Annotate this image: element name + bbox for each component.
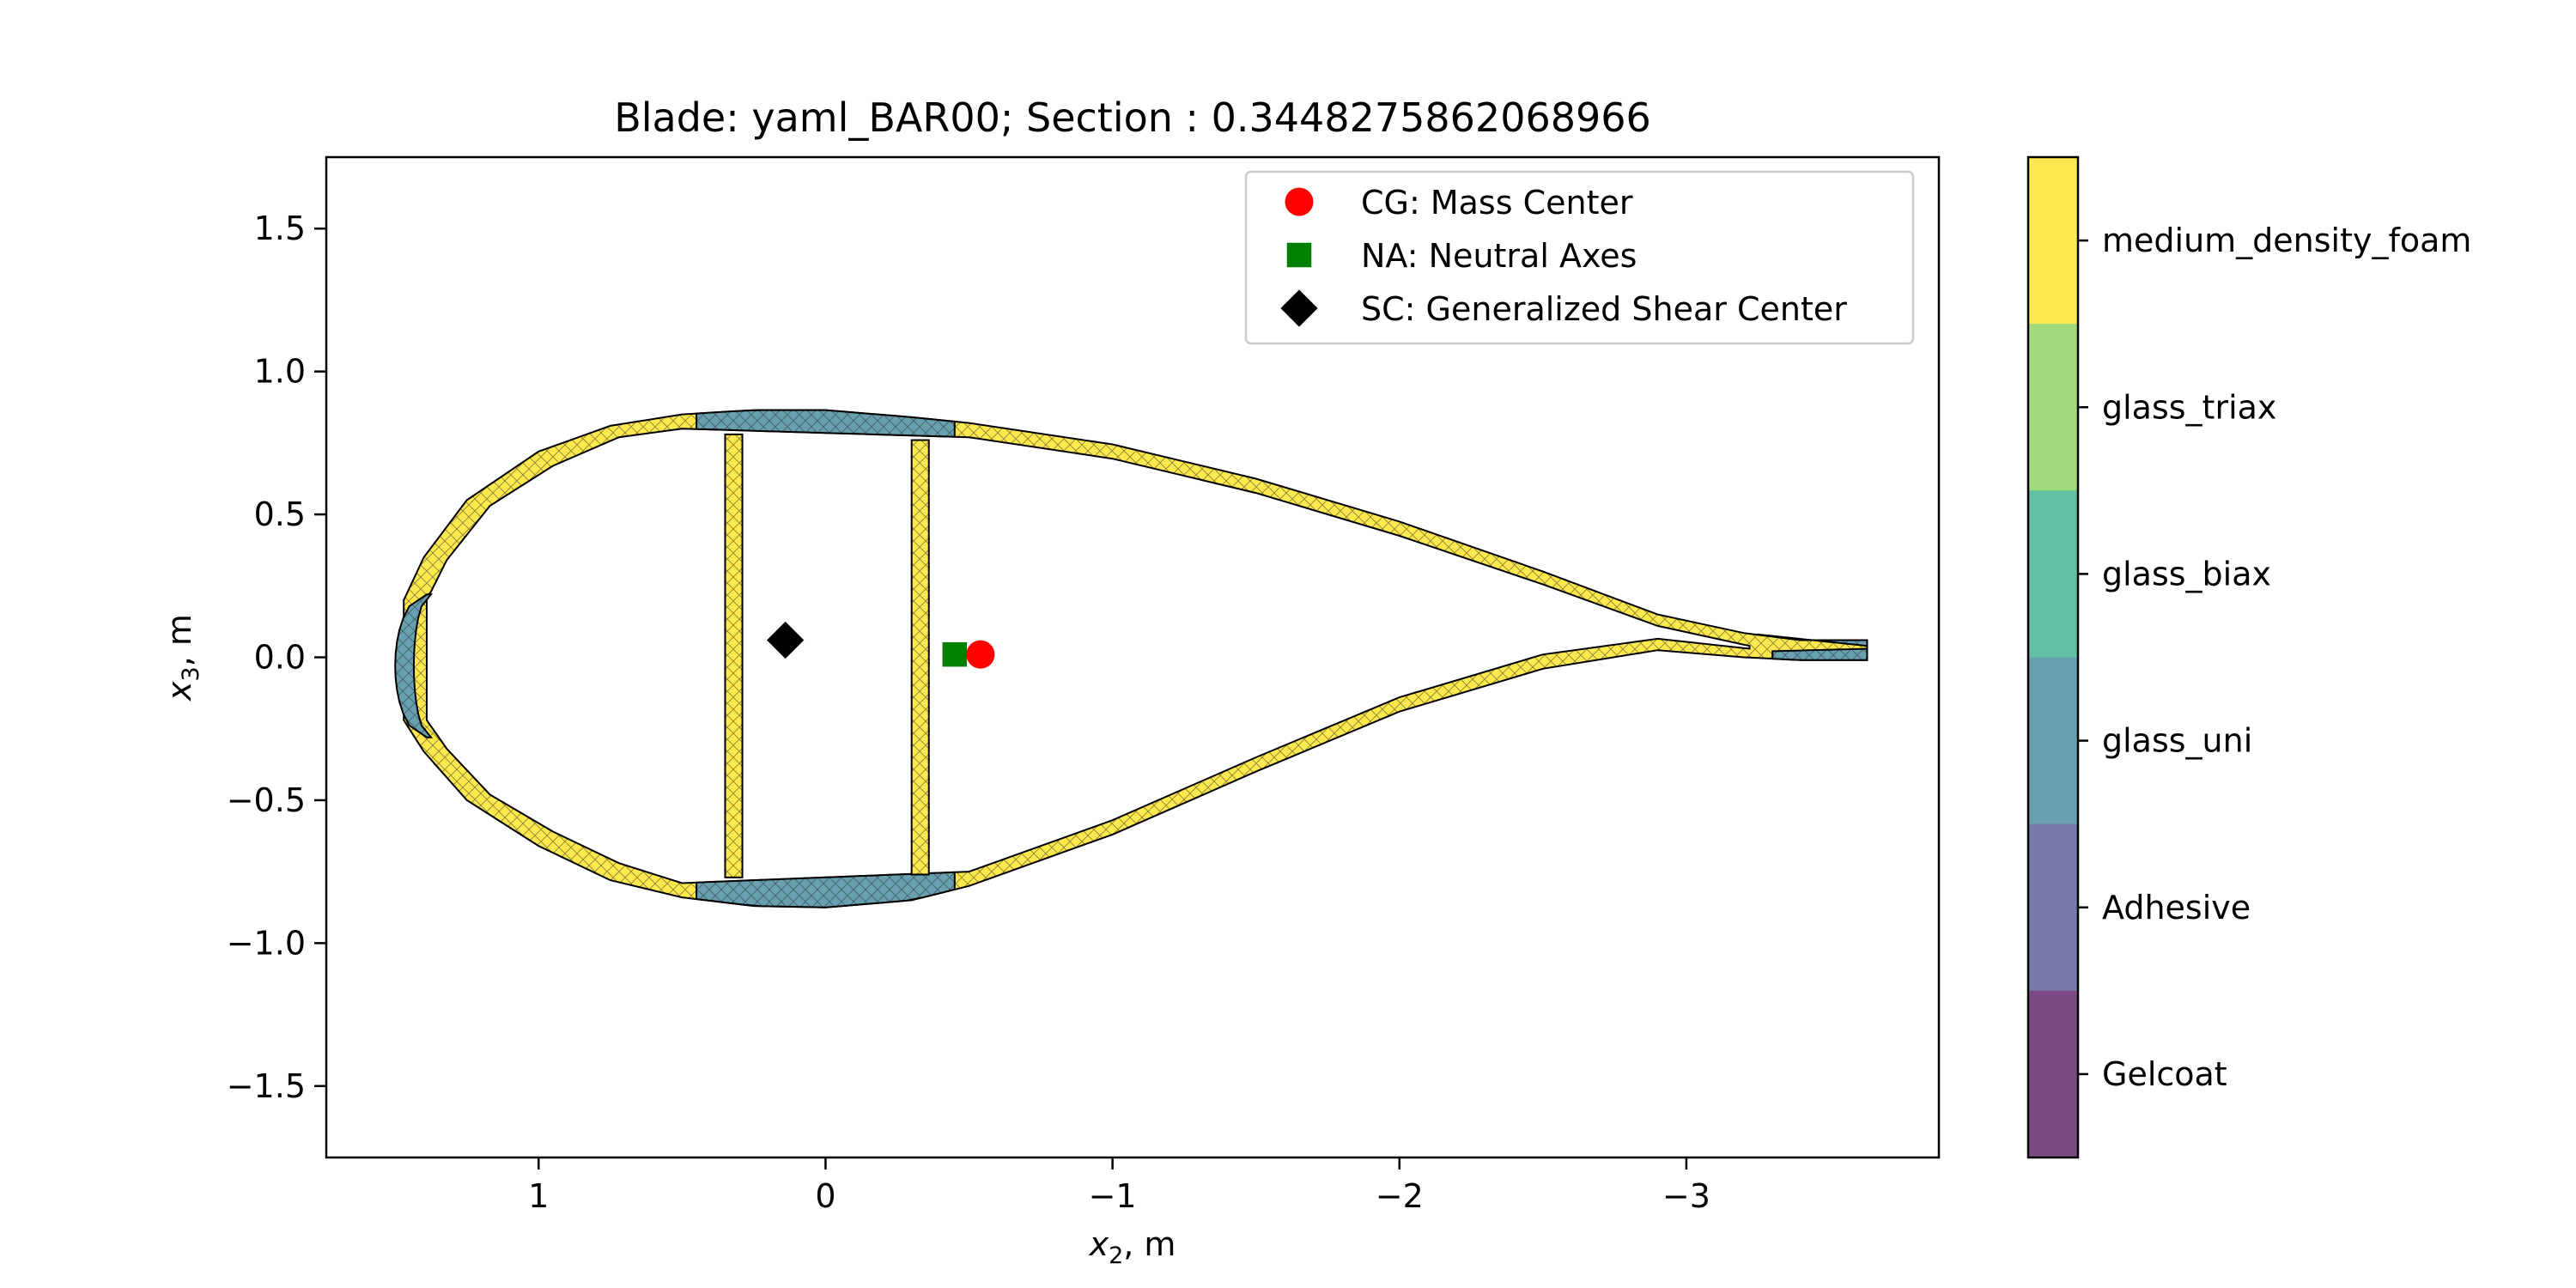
y-tick-label: 0.0: [254, 639, 306, 677]
y-tick-label: 1.0: [254, 353, 306, 391]
legend: CG: Mass Center NA: Neutral Axes SC: Gener…: [1244, 170, 1915, 345]
legend-label: SC: Generalized Shear Center: [1361, 290, 1847, 328]
legend-marker-sc-marker: [1280, 289, 1318, 327]
cg-marker: [966, 640, 995, 669]
colorbar-swatch: [2028, 823, 2078, 992]
legend-box: [1244, 170, 1915, 345]
colorbar-label: medium_density_foam: [2102, 222, 2471, 259]
legend-label: CG: Mass Center: [1361, 184, 1633, 222]
spar-cap-lower: [696, 871, 956, 908]
y-tick-label: −1.0: [227, 924, 306, 962]
y-axis-label-var: x: [161, 681, 198, 702]
plot-area: [394, 409, 1868, 908]
x-tick-label: −1: [1089, 1177, 1137, 1215]
colorbar-swatch: [2028, 990, 2078, 1158]
x-axis-label-unit: , m: [1123, 1225, 1176, 1263]
colorbar-label: Adhesive: [2102, 889, 2251, 927]
colorbar-swatch: [2028, 657, 2078, 825]
y-tick-label: −0.5: [227, 781, 306, 819]
na-marker: [942, 641, 968, 667]
spar-cap-upper: [696, 409, 956, 438]
colorbar-label: glass_uni: [2102, 722, 2252, 760]
colorbar-label: Gelcoat: [2102, 1055, 2227, 1093]
x-axis-label: x2, m: [1089, 1225, 1176, 1269]
colorbar-swatch: [2028, 157, 2078, 325]
y-tick-label: 1.5: [254, 210, 306, 247]
sc-marker: [767, 621, 805, 659]
leading-edge-reinforcement: [394, 593, 434, 738]
chart-title: Blade: yaml_BAR00; Section : 0.344827586…: [614, 94, 1651, 141]
trailing-edge-upper: [1757, 633, 1868, 647]
x-tick-label: 1: [528, 1177, 549, 1215]
colorbar-swatch: [2028, 324, 2078, 491]
legend-marker-cg-marker: [1285, 187, 1314, 216]
x-tick-label: 0: [815, 1177, 835, 1215]
legend-marker-na-marker: [1286, 242, 1312, 268]
y-axis-label: x3, m: [161, 614, 204, 702]
center-markers: [767, 621, 995, 669]
trailing-edge-lower: [1771, 647, 1868, 661]
shear-web-1: [724, 433, 744, 878]
material-colorbar: medium_density_foam glass_triax glass_biax…: [2026, 155, 2471, 1159]
colorbar-label: glass_biax: [2102, 555, 2271, 592]
colorbar-swatch: [2028, 490, 2078, 658]
y-tick-label: −1.5: [227, 1067, 306, 1105]
legend-label: NA: Neutral Axes: [1361, 237, 1637, 275]
x-tick-label: −3: [1662, 1177, 1710, 1215]
y-axis-label-unit: , m: [161, 614, 198, 666]
y-axis-label-sub: 3: [178, 666, 204, 681]
y-axis: 1.5 1.0 0.5 0.0 −0.5 −1.0 −1.5: [227, 210, 326, 1105]
x-axis-label-var: x: [1089, 1225, 1109, 1263]
colorbar-label: glass_triax: [2102, 388, 2276, 426]
colorbar-frame: [2026, 155, 2080, 1159]
y-tick-label: 0.5: [254, 495, 306, 533]
blade-section: [394, 409, 1868, 908]
x-axis: 1 0 −1 −2 −3: [528, 1157, 1710, 1215]
x-tick-label: −2: [1376, 1177, 1424, 1215]
x-axis-label-sub: 2: [1109, 1242, 1123, 1269]
shear-web-2: [910, 439, 930, 876]
